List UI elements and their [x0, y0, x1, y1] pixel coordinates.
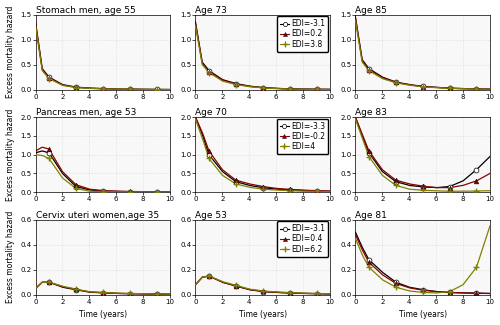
Text: Age 81: Age 81 [356, 211, 388, 220]
Text: Cervix uteri women,age 35: Cervix uteri women,age 35 [36, 211, 158, 220]
X-axis label: Time (years): Time (years) [238, 310, 287, 319]
Legend: EDI=-3.3, EDI=-0.2, EDI=4: EDI=-3.3, EDI=-0.2, EDI=4 [277, 119, 328, 154]
Y-axis label: Excess mortality hazard: Excess mortality hazard [6, 109, 15, 201]
Legend: EDI=-3.1, EDI=0.2, EDI=3.8: EDI=-3.1, EDI=0.2, EDI=3.8 [277, 16, 328, 52]
Text: Age 53: Age 53 [196, 211, 228, 220]
Y-axis label: Excess mortality hazard: Excess mortality hazard [6, 211, 15, 304]
X-axis label: Time (years): Time (years) [398, 310, 447, 319]
Text: Stomach men, age 55: Stomach men, age 55 [36, 6, 136, 15]
Text: Age 70: Age 70 [196, 108, 228, 117]
Legend: EDI=-3.1, EDI=0.4, EDI=6.2: EDI=-3.1, EDI=0.4, EDI=6.2 [277, 221, 328, 257]
Text: Age 85: Age 85 [356, 6, 388, 15]
Text: Age 73: Age 73 [196, 6, 228, 15]
Text: Age 83: Age 83 [356, 108, 388, 117]
X-axis label: Time (years): Time (years) [78, 310, 127, 319]
Y-axis label: Excess mortality hazard: Excess mortality hazard [6, 6, 15, 98]
Text: Pancreas men, age 53: Pancreas men, age 53 [36, 108, 136, 117]
